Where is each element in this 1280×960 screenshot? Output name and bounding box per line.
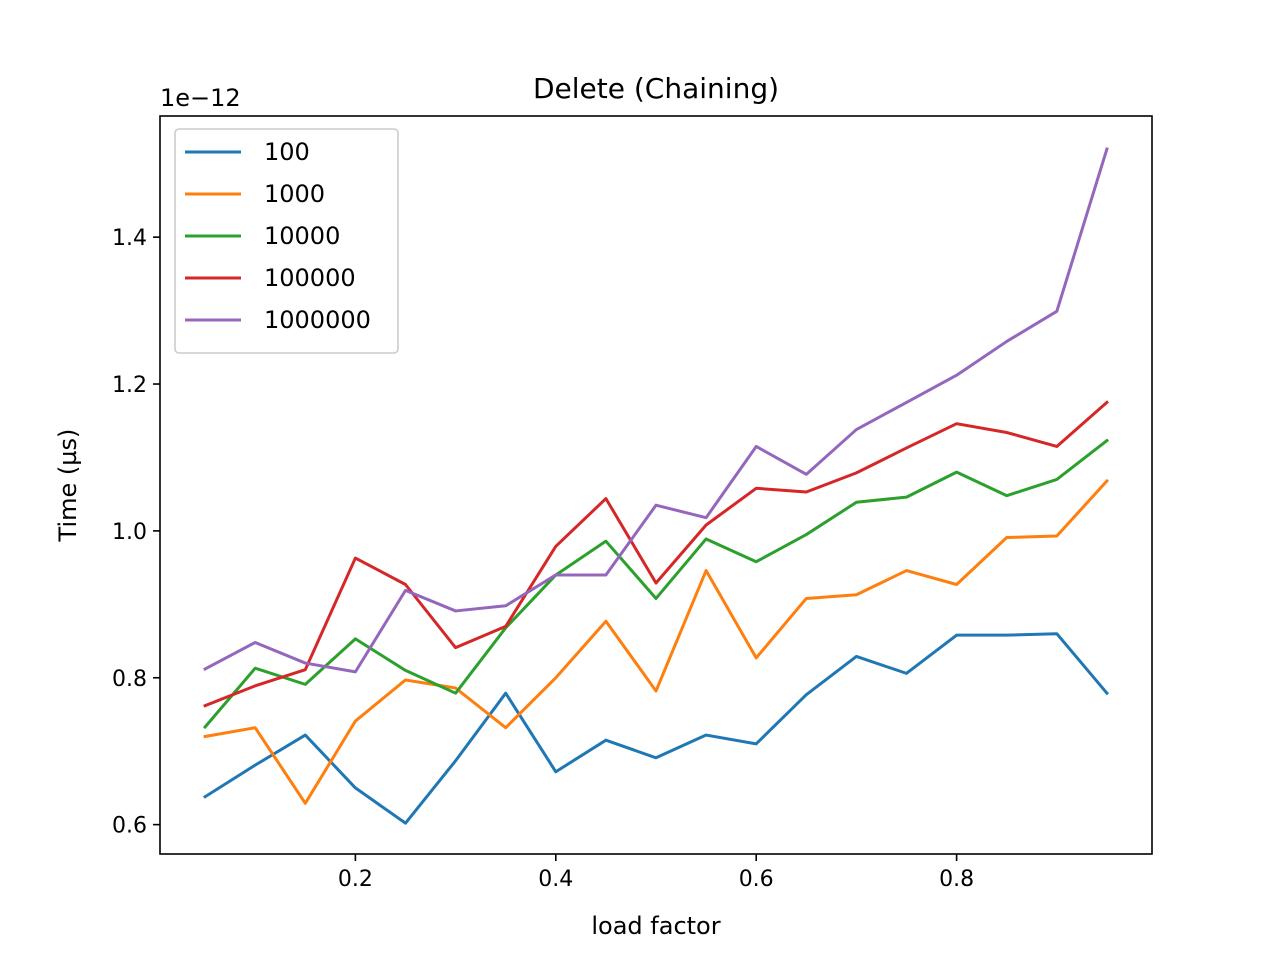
y-tick-label: 1.0 <box>112 520 147 545</box>
y-tick-label: 0.6 <box>112 814 147 839</box>
y-tick-label: 1.2 <box>112 373 147 398</box>
legend-label-1000: 1000 <box>264 180 325 208</box>
legend-label-1000000: 1000000 <box>264 306 371 334</box>
y-tick-label: 1.4 <box>112 226 147 251</box>
chart-title: Delete (Chaining) <box>533 72 779 105</box>
y-offset-text: 1e−12 <box>160 84 241 112</box>
x-axis-label: load factor <box>591 912 720 940</box>
x-tick-label: 0.8 <box>939 867 974 892</box>
x-tick-label: 0.6 <box>739 867 774 892</box>
plot-lines <box>202 147 1110 825</box>
plot-frame <box>159 115 1153 855</box>
x-tick-label: 0.4 <box>538 867 573 892</box>
x-axis-ticks: 0.2 0.4 0.6 0.8 <box>338 854 974 892</box>
y-axis-ticks: 0.6 0.8 1.0 1.2 1.4 <box>112 226 160 839</box>
series-line-100000 <box>203 400 1110 708</box>
legend-label-10000: 10000 <box>264 222 340 250</box>
legend-box <box>174 128 399 354</box>
series-line-100 <box>203 632 1110 825</box>
legend-label-100: 100 <box>264 138 310 166</box>
x-tick-label: 0.2 <box>338 867 373 892</box>
legend-label-100000: 100000 <box>264 264 356 292</box>
series-line-10000 <box>202 438 1110 730</box>
y-tick-label: 0.8 <box>112 667 147 692</box>
series-line-1000 <box>203 478 1110 805</box>
series-line-1000000 <box>203 147 1109 674</box>
legend: 100 1000 10000 100000 1000000 <box>174 128 399 354</box>
y-axis-label: Time (µs) <box>54 429 82 543</box>
